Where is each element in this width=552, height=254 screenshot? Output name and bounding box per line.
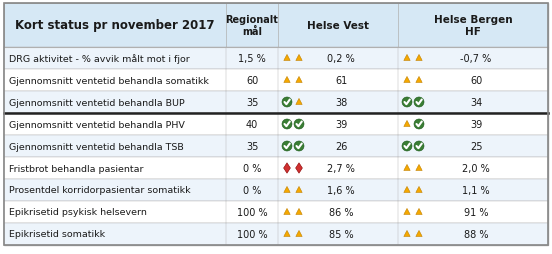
Bar xyxy=(4,157,548,179)
Circle shape xyxy=(282,98,292,108)
Text: 100 %: 100 % xyxy=(237,229,267,239)
Polygon shape xyxy=(284,55,290,61)
Polygon shape xyxy=(404,231,410,236)
Bar xyxy=(4,201,548,223)
Text: -0,7 %: -0,7 % xyxy=(460,54,492,64)
Text: DRG aktivitet - % avvik målt mot i fjor: DRG aktivitet - % avvik målt mot i fjor xyxy=(9,54,190,64)
Text: 0 %: 0 % xyxy=(243,185,261,195)
Text: 91 %: 91 % xyxy=(464,207,489,217)
Polygon shape xyxy=(296,77,302,83)
Text: 26: 26 xyxy=(335,141,347,151)
Text: 61: 61 xyxy=(335,76,347,86)
Circle shape xyxy=(414,141,424,151)
Polygon shape xyxy=(296,55,302,61)
Polygon shape xyxy=(416,209,422,215)
Text: 39: 39 xyxy=(470,120,482,130)
Text: Prosentdel korridorpasientar somatikk: Prosentdel korridorpasientar somatikk xyxy=(9,186,190,195)
Text: 85 %: 85 % xyxy=(328,229,353,239)
Polygon shape xyxy=(404,165,410,171)
Polygon shape xyxy=(296,99,302,105)
Bar xyxy=(4,4,548,48)
Circle shape xyxy=(414,120,424,130)
Polygon shape xyxy=(404,187,410,193)
Polygon shape xyxy=(416,55,422,61)
Text: Epikrisetid somatikk: Epikrisetid somatikk xyxy=(9,230,105,239)
Bar xyxy=(4,223,548,245)
Polygon shape xyxy=(296,209,302,215)
Text: 86 %: 86 % xyxy=(329,207,353,217)
Circle shape xyxy=(402,141,412,151)
Text: Helse Vest: Helse Vest xyxy=(307,21,369,31)
Text: Kort status pr november 2017: Kort status pr november 2017 xyxy=(15,19,215,32)
Polygon shape xyxy=(284,77,290,83)
Bar xyxy=(4,70,548,92)
Text: 25: 25 xyxy=(470,141,482,151)
Text: Gjennomsnitt ventetid behandla TSB: Gjennomsnitt ventetid behandla TSB xyxy=(9,142,184,151)
Text: 34: 34 xyxy=(470,98,482,108)
Bar xyxy=(4,114,548,135)
Circle shape xyxy=(402,98,412,108)
Polygon shape xyxy=(404,77,410,83)
Bar xyxy=(4,135,548,157)
Text: 0,2 %: 0,2 % xyxy=(327,54,355,64)
Text: Helse Bergen
HF: Helse Bergen HF xyxy=(434,15,512,37)
Text: 100 %: 100 % xyxy=(237,207,267,217)
Text: 0 %: 0 % xyxy=(243,163,261,173)
Text: 38: 38 xyxy=(335,98,347,108)
Polygon shape xyxy=(296,163,302,173)
Text: 35: 35 xyxy=(246,141,258,151)
Text: 60: 60 xyxy=(246,76,258,86)
Text: Epikrisetid psykisk helsevern: Epikrisetid psykisk helsevern xyxy=(9,208,147,217)
Polygon shape xyxy=(416,77,422,83)
Polygon shape xyxy=(404,121,410,127)
Polygon shape xyxy=(284,163,290,173)
Circle shape xyxy=(414,98,424,108)
Polygon shape xyxy=(284,209,290,215)
Circle shape xyxy=(282,141,292,151)
Polygon shape xyxy=(416,165,422,171)
Text: 2,7 %: 2,7 % xyxy=(327,163,355,173)
Polygon shape xyxy=(284,231,290,236)
Text: Fristbrot behandla pasientar: Fristbrot behandla pasientar xyxy=(9,164,144,173)
Text: 39: 39 xyxy=(335,120,347,130)
Circle shape xyxy=(294,141,304,151)
Bar xyxy=(4,48,548,70)
Text: 35: 35 xyxy=(246,98,258,108)
Circle shape xyxy=(282,120,292,130)
Polygon shape xyxy=(296,187,302,193)
Text: 40: 40 xyxy=(246,120,258,130)
Text: 1,5 %: 1,5 % xyxy=(238,54,266,64)
Text: 88 %: 88 % xyxy=(464,229,489,239)
Polygon shape xyxy=(284,187,290,193)
Circle shape xyxy=(294,120,304,130)
Text: Gjennomsnitt ventetid behandla somatikk: Gjennomsnitt ventetid behandla somatikk xyxy=(9,76,209,85)
Text: 1,1 %: 1,1 % xyxy=(462,185,490,195)
Bar xyxy=(4,92,548,114)
Text: Gjennomsnitt ventetid behandla PHV: Gjennomsnitt ventetid behandla PHV xyxy=(9,120,185,129)
Text: Gjennomsnitt ventetid behandla BUP: Gjennomsnitt ventetid behandla BUP xyxy=(9,98,185,107)
Text: 60: 60 xyxy=(470,76,482,86)
Text: Regionalt
mål: Regionalt mål xyxy=(226,15,278,37)
Polygon shape xyxy=(404,209,410,215)
Polygon shape xyxy=(416,231,422,236)
Text: 2,0 %: 2,0 % xyxy=(462,163,490,173)
Text: 1,6 %: 1,6 % xyxy=(327,185,355,195)
Polygon shape xyxy=(416,187,422,193)
Bar xyxy=(4,179,548,201)
Polygon shape xyxy=(404,55,410,61)
Polygon shape xyxy=(296,231,302,236)
